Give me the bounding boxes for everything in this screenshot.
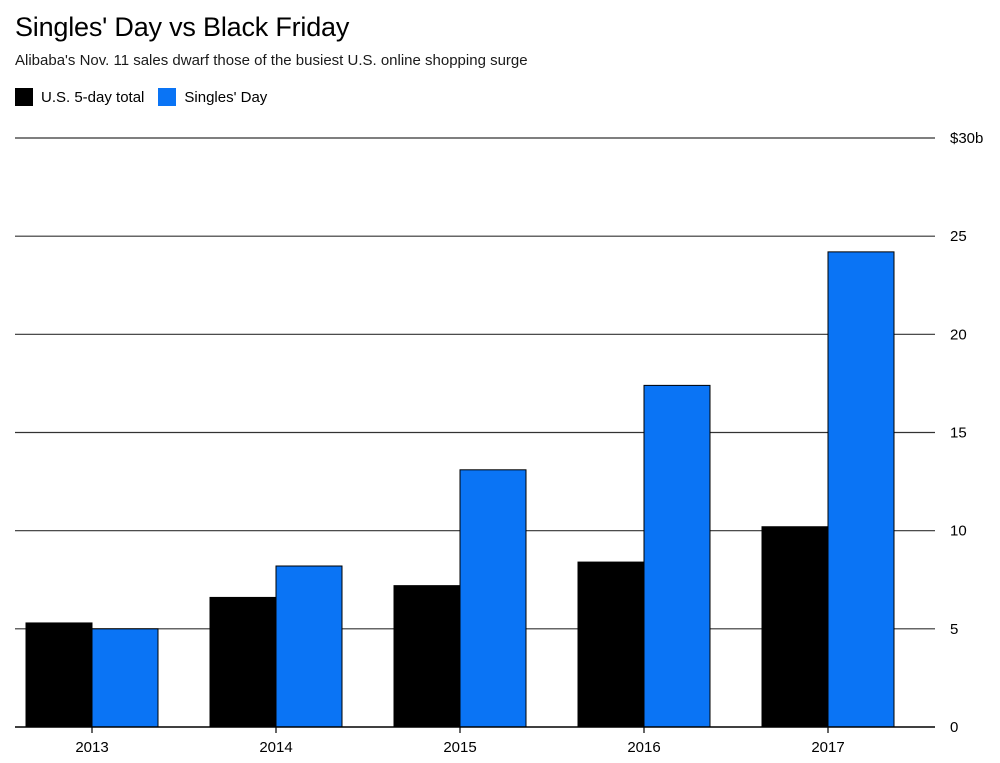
legend-item-us: U.S. 5-day total (15, 88, 144, 106)
y-tick-label-15: 15 (950, 425, 967, 442)
legend-label-us: U.S. 5-day total (41, 88, 145, 106)
bar-us-2017 (761, 526, 829, 728)
bar-singles-day-2014 (275, 565, 343, 728)
bar-us-2016 (577, 561, 645, 728)
x-tick-label-2013: 2013 (75, 739, 108, 756)
bar-singles-day-2017 (827, 251, 895, 728)
x-tick-label-2014: 2014 (259, 739, 292, 756)
y-tick-label-30: $30b (950, 130, 983, 147)
legend-label-singles-day: Singles' Day (184, 88, 268, 106)
x-tick-label-2017: 2017 (811, 739, 844, 756)
legend-swatch-singles-day (158, 88, 177, 106)
chart-title: Singles' Day vs Black Friday (15, 12, 350, 42)
bar-singles-day-2015 (459, 469, 527, 728)
y-tick-label-5: 5 (950, 621, 958, 638)
legend: U.S. 5-day total Singles' Day (15, 88, 281, 106)
bar-singles-day-2016 (643, 384, 711, 728)
bars (25, 251, 895, 728)
legend-item-singles-day: Singles' Day (158, 88, 267, 106)
axes: 0 5 10 15 20 25 $30b 2013 2014 2015 2016 2017 (15, 130, 983, 756)
y-tick-label-0: 0 (950, 719, 958, 736)
bar-us-2013 (25, 622, 93, 728)
x-tick-label-2016: 2016 (627, 739, 660, 756)
bar-us-2015 (393, 585, 461, 728)
chart-subtitle: Alibaba's Nov. 11 sales dwarf those of t… (15, 52, 528, 69)
y-tick-label-10: 10 (950, 523, 967, 540)
legend-swatch-us (15, 88, 33, 106)
bar-us-2014 (209, 596, 277, 728)
bar-singles-day-2013 (91, 628, 159, 728)
y-tick-label-25: 25 (950, 228, 967, 245)
y-tick-label-20: 20 (950, 326, 967, 343)
x-tick-label-2015: 2015 (443, 739, 476, 756)
